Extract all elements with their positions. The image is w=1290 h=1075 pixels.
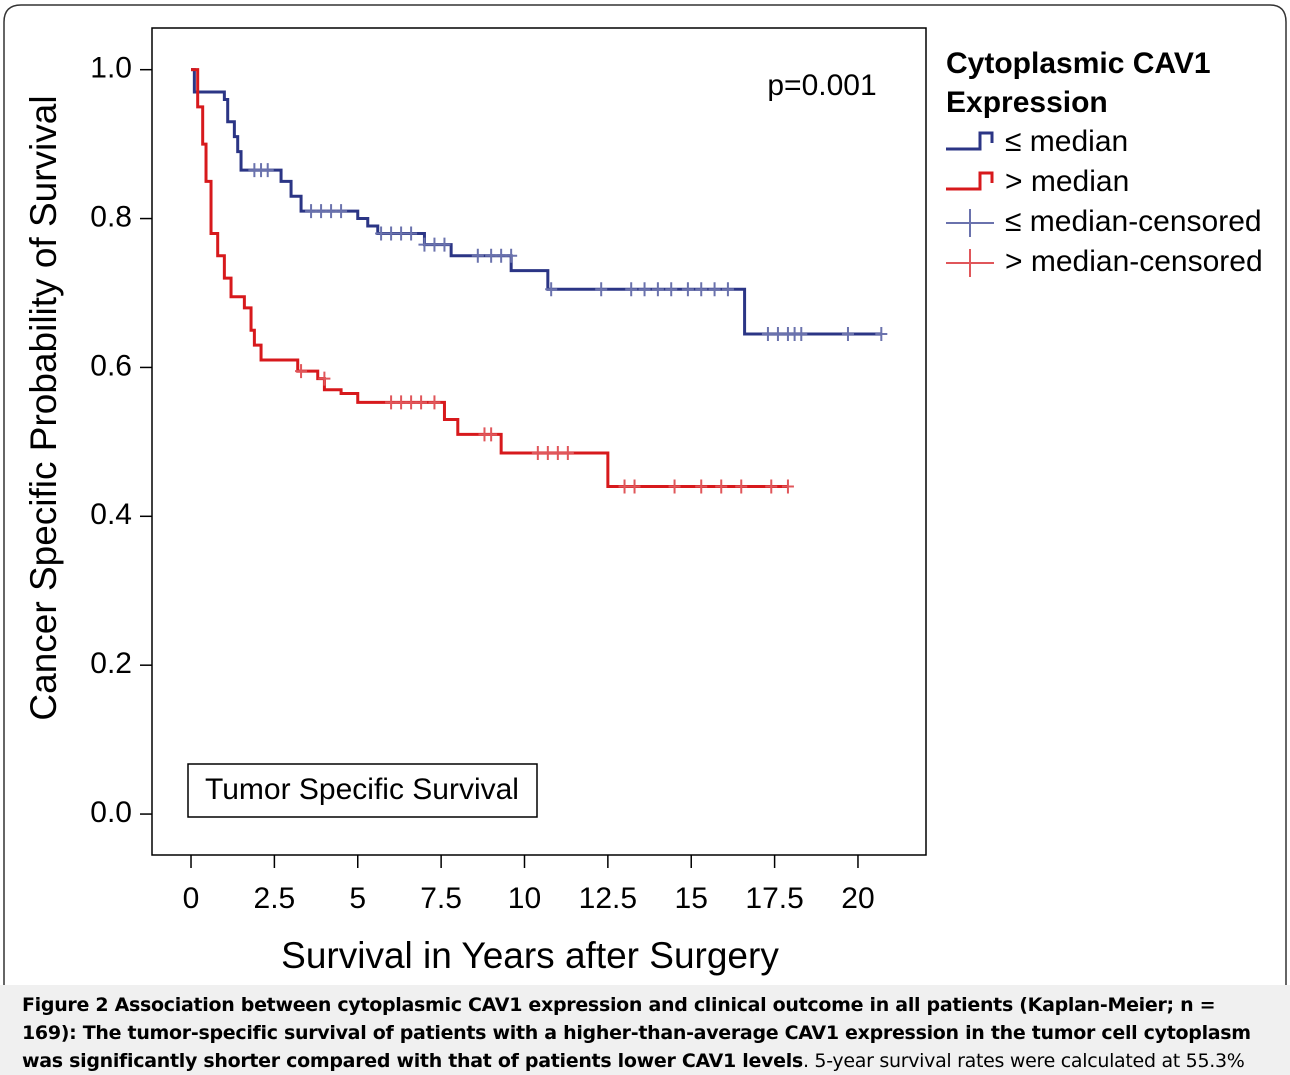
- censor-mark: [405, 226, 418, 241]
- y-tick-label: 0.6: [90, 349, 132, 382]
- legend-symbol: [946, 209, 994, 237]
- censor-mark: [261, 163, 274, 178]
- caption-bold: Figure 2 Association between cytoplasmic…: [22, 994, 1251, 1072]
- censor-mark: [771, 326, 784, 341]
- legend-label: > median-censored: [1005, 245, 1263, 278]
- x-tick-label: 2.5: [254, 882, 296, 915]
- y-tick-label: 0.4: [90, 498, 132, 531]
- censor-mark: [405, 395, 418, 410]
- censor-mark: [438, 237, 451, 252]
- p-value: p=0.001: [767, 69, 876, 102]
- legend-symbol: [946, 249, 994, 277]
- x-tick-label: 7.5: [420, 882, 462, 915]
- censor-mark: [471, 248, 484, 263]
- legend-label: > median: [1005, 165, 1129, 198]
- censor-mark: [638, 282, 651, 297]
- censor-mark: [531, 446, 544, 461]
- censor-mark: [545, 282, 558, 297]
- censor-mark: [595, 282, 608, 297]
- x-tick-label: 0: [183, 882, 200, 915]
- legend-symbol: [946, 171, 994, 191]
- censor-mark: [335, 204, 348, 219]
- censor-mark: [795, 326, 808, 341]
- x-axis-label: Survival in Years after Surgery: [281, 935, 779, 976]
- y-tick-label: 0.8: [90, 200, 132, 233]
- y-tick-label: 1.0: [90, 52, 132, 85]
- censor-mark: [651, 282, 664, 297]
- legend-label: ≤ median-censored: [1005, 205, 1262, 238]
- censor-mark: [618, 479, 631, 494]
- censor-mark: [318, 371, 331, 386]
- censor-mark: [325, 204, 338, 219]
- censor-mark: [541, 446, 554, 461]
- censor-mark: [315, 204, 328, 219]
- survival-curve: [191, 68, 882, 336]
- censor-mark: [485, 427, 498, 442]
- x-tick-label: 20: [841, 882, 874, 915]
- survival-curve: [191, 68, 788, 489]
- censor-mark: [385, 226, 398, 241]
- caption: Figure 2 Association between cytoplasmic…: [0, 985, 1290, 1075]
- censor-mark: [561, 446, 574, 461]
- censor-mark: [668, 479, 681, 494]
- censor-mark: [721, 282, 734, 297]
- censor-mark: [875, 326, 888, 341]
- legend-title: Cytoplasmic CAV1 Expression: [946, 47, 1211, 119]
- censor-mark: [418, 237, 431, 252]
- plot-frame: [151, 27, 927, 856]
- censor-mark: [628, 479, 641, 494]
- censor-mark: [375, 226, 388, 241]
- censor-mark: [715, 479, 728, 494]
- legend-symbol: [946, 131, 994, 151]
- censor-mark: [681, 282, 694, 297]
- censor-mark: [505, 248, 518, 263]
- label-box: [187, 763, 538, 818]
- censor-mark: [761, 326, 774, 341]
- censor-mark: [665, 282, 678, 297]
- figure-border: [3, 4, 1287, 985]
- censor-mark: [708, 282, 721, 297]
- censor-mark: [305, 204, 318, 219]
- x-tick-label: 12.5: [579, 882, 637, 915]
- x-tick-label: 5: [349, 882, 366, 915]
- censor-mark: [395, 226, 408, 241]
- y-axis-label: Cancer Specific Probability of Survival: [23, 95, 64, 720]
- x-tick-label: 17.5: [745, 882, 803, 915]
- censor-mark: [428, 395, 441, 410]
- censor-mark: [395, 395, 408, 410]
- y-tick-label: 0.0: [90, 796, 132, 829]
- caption-text: . 5-year survival rates were calculated …: [802, 1050, 1245, 1072]
- y-tick-label: 0.2: [90, 647, 132, 680]
- x-tick-label: 10: [508, 882, 541, 915]
- censor-mark: [781, 479, 794, 494]
- boxed-label: Tumor Specific Survival: [205, 773, 519, 806]
- x-tick-label: 15: [675, 882, 708, 915]
- censor-mark: [551, 446, 564, 461]
- censor-mark: [735, 479, 748, 494]
- censor-mark: [485, 248, 498, 263]
- censor-mark: [428, 237, 441, 252]
- censor-mark: [765, 479, 778, 494]
- censor-mark: [695, 282, 708, 297]
- censor-mark: [295, 364, 308, 379]
- censor-mark: [385, 395, 398, 410]
- censor-mark: [841, 326, 854, 341]
- legend-label: ≤ median: [1005, 125, 1128, 158]
- censor-mark: [625, 282, 638, 297]
- censor-mark: [695, 479, 708, 494]
- censor-mark: [415, 395, 428, 410]
- censor-mark: [495, 248, 508, 263]
